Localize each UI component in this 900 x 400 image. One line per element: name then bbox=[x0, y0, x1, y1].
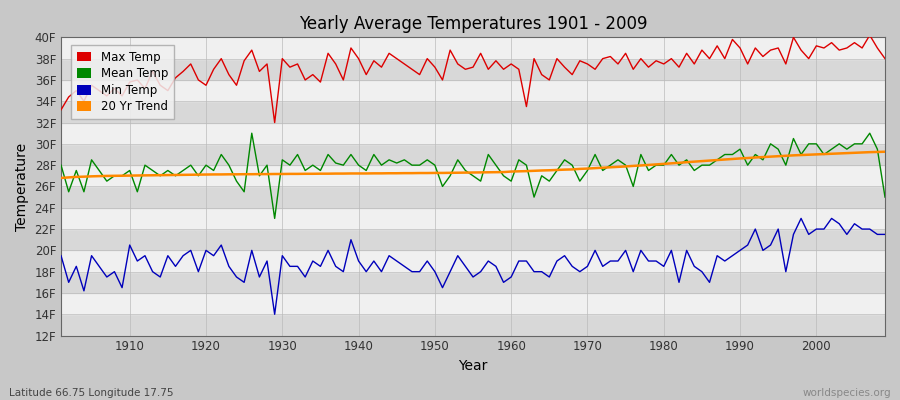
Bar bbox=[61, 144, 885, 165]
Bar bbox=[61, 229, 885, 250]
Bar bbox=[61, 314, 885, 336]
Bar bbox=[61, 272, 885, 293]
Bar bbox=[61, 37, 885, 59]
Text: worldspecies.org: worldspecies.org bbox=[803, 388, 891, 398]
Bar bbox=[61, 208, 885, 229]
Text: Latitude 66.75 Longitude 17.75: Latitude 66.75 Longitude 17.75 bbox=[9, 388, 174, 398]
Bar bbox=[61, 80, 885, 101]
Bar bbox=[61, 59, 885, 80]
Bar bbox=[61, 186, 885, 208]
Legend: Max Temp, Mean Temp, Min Temp, 20 Yr Trend: Max Temp, Mean Temp, Min Temp, 20 Yr Tre… bbox=[71, 45, 174, 119]
Y-axis label: Temperature: Temperature bbox=[15, 142, 29, 230]
Title: Yearly Average Temperatures 1901 - 2009: Yearly Average Temperatures 1901 - 2009 bbox=[299, 15, 647, 33]
Bar bbox=[61, 165, 885, 186]
Bar bbox=[61, 250, 885, 272]
Bar bbox=[61, 101, 885, 122]
Bar bbox=[61, 293, 885, 314]
Bar bbox=[61, 122, 885, 144]
X-axis label: Year: Year bbox=[458, 359, 488, 373]
